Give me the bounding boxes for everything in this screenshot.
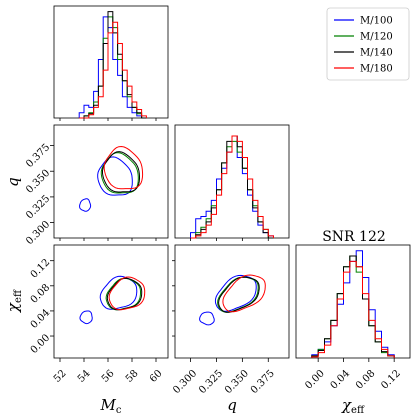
contour-panel-chi_vs_mc: [53, 244, 169, 359]
xtick-label-q-3: 0.375: [249, 368, 277, 396]
contour-frame-q_vs_mc: [53, 124, 169, 239]
hist-chi-M-180: [311, 260, 395, 358]
ytick-label-q-2: 0.350: [24, 168, 52, 196]
ytick-label-q-0: 0.300: [24, 219, 52, 247]
legend-label-M-100: M/100: [360, 16, 393, 27]
contour-q_vs_mc-M-180-0: [103, 145, 144, 190]
xtick-label-q-1: 0.325: [197, 368, 225, 396]
contour-panel-chi_vs_q: [174, 244, 290, 359]
legend-label-M-140: M/140: [360, 48, 393, 59]
contour-chi_vs_q-M-100-0: [214, 274, 257, 312]
contour-q_vs_mc-M-100-0: [97, 156, 133, 196]
contour-chi_vs_mc-M-140-0: [106, 277, 143, 311]
contour-chi_vs_mc-M-100-0: [99, 275, 138, 310]
xlabel-chi: χeff: [341, 396, 365, 416]
contour-q_vs_mc-M-100-1: [79, 198, 92, 212]
hist-q-M-120: [190, 140, 274, 239]
hist-panel-q: [174, 124, 290, 239]
legend-label-M-120: M/120: [360, 32, 393, 43]
ylabel-chi: χeff: [4, 289, 24, 313]
legend-label-M-180: M/180: [360, 64, 393, 75]
ytick-label-q-3: 0.375: [24, 142, 52, 170]
legend: M/100 M/120 M/140 M/180: [326, 7, 410, 81]
xlabel-q: q: [227, 396, 237, 414]
ytick-label-chi-1: 0.04: [29, 307, 53, 331]
ytick-label-chi-3: 0.12: [29, 257, 53, 281]
xtick-label-mc-2: 56: [100, 368, 117, 385]
ytick-label-chi-0: 0.00: [29, 332, 53, 356]
xtick-label-mc-1: 54: [76, 368, 93, 385]
xtick-label-q-2: 0.350: [223, 368, 251, 396]
xtick-label-mc-0: 52: [52, 368, 69, 385]
ytick-label-q-1: 0.325: [24, 193, 52, 221]
hist-frame-q: [174, 124, 290, 239]
xlabel-mc: Mc: [100, 396, 122, 416]
ylabel-q: q: [4, 177, 22, 187]
xtick-label-mc-4: 60: [148, 368, 165, 385]
hist-mc-M-180: [79, 21, 147, 119]
contour-chi_vs_mc-M-100-1: [79, 310, 93, 325]
contour-panel-q_vs_mc: [53, 124, 169, 239]
plot-title: SNR 122: [322, 229, 386, 245]
hist-panel-mc: [53, 5, 169, 119]
contour-frame-chi_vs_q: [174, 244, 290, 359]
xtick-label-chi-0: 0.00: [303, 368, 327, 392]
xtick-label-chi-3: 0.12: [379, 368, 403, 392]
ytick-label-chi-2: 0.08: [29, 282, 53, 306]
contour-frame-chi_vs_mc: [53, 244, 169, 359]
contour-chi_vs_q-M-100-1: [199, 311, 215, 326]
hist-frame-mc: [53, 5, 169, 119]
xtick-label-q-0: 0.300: [171, 368, 199, 396]
legend-box: [326, 7, 410, 81]
xtick-label-chi-2: 0.08: [354, 368, 378, 392]
hist-frame-chi: [295, 244, 411, 359]
contour-chi_vs_mc-M-180-0: [108, 276, 146, 311]
xtick-label-mc-3: 58: [124, 368, 141, 385]
hist-q-M-180: [190, 135, 274, 239]
hist-panel-chi: [295, 244, 411, 359]
xtick-label-chi-1: 0.04: [329, 368, 353, 392]
contour-chi_vs_q-M-180-0: [222, 274, 266, 313]
